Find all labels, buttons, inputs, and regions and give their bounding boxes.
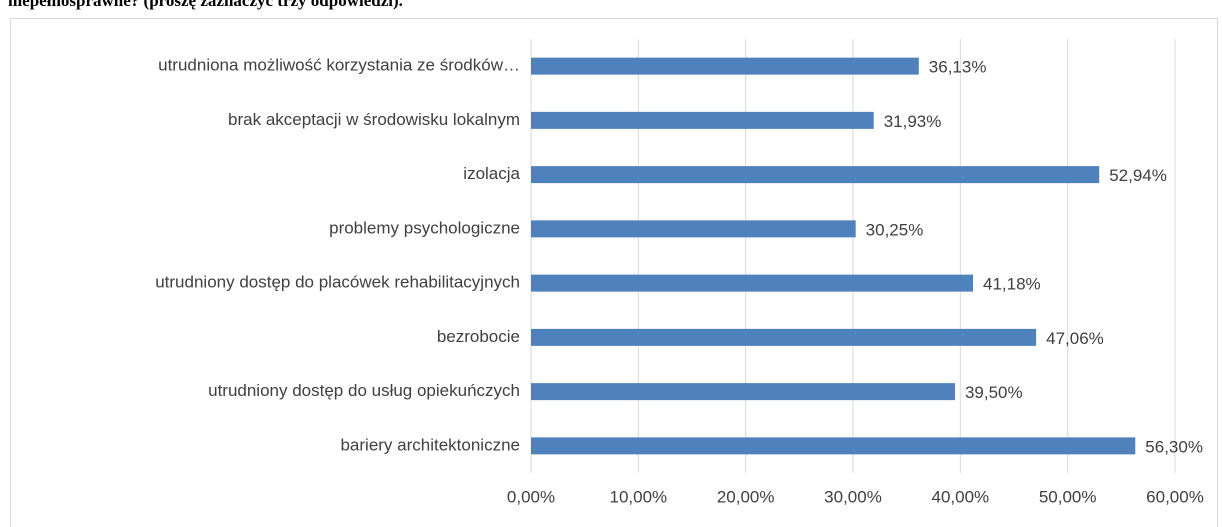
chart-title: niepełnosprawne? (proszę zaznaczyć trzy … xyxy=(8,0,403,10)
y-tick-label: izolacja xyxy=(463,164,520,183)
x-tick-label: 10,00% xyxy=(609,487,667,506)
bar xyxy=(531,220,856,238)
y-tick-label: bezrobocie xyxy=(437,327,520,346)
value-label: 31,93% xyxy=(884,112,942,131)
value-label: 56,30% xyxy=(1145,437,1203,456)
x-tick-label: 60,00% xyxy=(1146,487,1204,506)
y-tick-label: problemy psychologiczne xyxy=(329,218,520,237)
y-tick-label: brak akceptacji w środowisku lokalnym xyxy=(228,110,520,129)
x-tick-label: 50,00% xyxy=(1039,487,1097,506)
x-tick-label: 20,00% xyxy=(717,487,775,506)
x-tick-label: 30,00% xyxy=(824,487,882,506)
value-label: 47,06% xyxy=(1046,329,1104,348)
y-tick-label: utrudniony dostęp do placówek rehabilita… xyxy=(155,273,520,292)
x-tick-label: 40,00% xyxy=(931,487,989,506)
bar xyxy=(531,328,1037,346)
value-label: 41,18% xyxy=(983,275,1041,294)
bar xyxy=(531,57,919,75)
bar xyxy=(531,383,955,401)
y-tick-label: utrudniona możliwość korzystania ze środ… xyxy=(158,56,520,75)
value-label: 30,25% xyxy=(866,220,924,239)
value-label: 39,50% xyxy=(965,383,1023,402)
y-tick-label: utrudniony dostęp do usług opiekuńczych xyxy=(208,381,520,400)
bar xyxy=(531,274,973,292)
bar xyxy=(531,166,1100,184)
bar xyxy=(531,437,1136,455)
chart-border xyxy=(10,18,1218,527)
value-label: 52,94% xyxy=(1109,166,1167,185)
value-label: 36,13% xyxy=(929,58,987,77)
y-tick-label: bariery architektoniczne xyxy=(340,435,520,454)
bar xyxy=(531,111,874,129)
x-tick-label: 0,00% xyxy=(507,487,555,506)
